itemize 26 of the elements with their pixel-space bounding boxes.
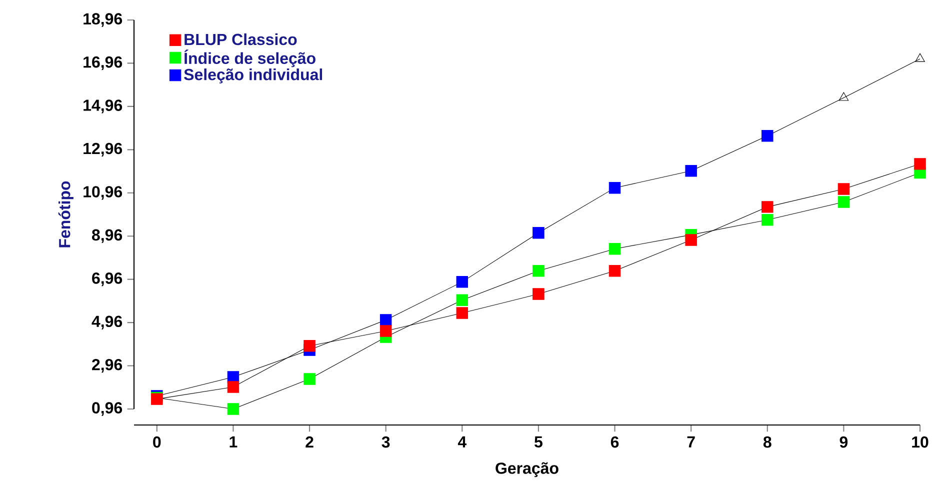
y-tick-label: 18,96 xyxy=(84,13,122,27)
y-tick-label: 12,96 xyxy=(84,142,122,156)
x-tick-label: 3 xyxy=(382,436,390,448)
x-axis-title: Geração xyxy=(496,462,558,478)
x-tick-label: 2 xyxy=(306,436,314,448)
x-tick-label: 8 xyxy=(763,436,772,448)
y-tick-label: 8,96 xyxy=(92,229,122,243)
y-tick-label: 16,96 xyxy=(84,56,122,70)
y-tick-label: 14,96 xyxy=(84,100,122,114)
x-tick-label: 0 xyxy=(153,436,161,448)
x-tick-label: 7 xyxy=(687,436,695,448)
legend-label: Seleção individual xyxy=(184,68,322,84)
x-tick-label: 5 xyxy=(534,436,542,448)
y-tick-label: 2,96 xyxy=(92,358,122,373)
x-tick-label: 4 xyxy=(458,436,466,448)
x-tick-label: 9 xyxy=(840,436,848,448)
x-tick-label: 10 xyxy=(912,436,928,448)
y-tick-label: 0,96 xyxy=(92,402,122,416)
x-tick-label: 1 xyxy=(230,436,238,448)
x-tick-label: 6 xyxy=(610,436,619,448)
y-tick-label: 6,96 xyxy=(92,272,122,286)
y-tick-label: 4,96 xyxy=(92,316,122,330)
y-tick-label: 10,96 xyxy=(84,186,122,200)
y-axis-title: Fenótipo xyxy=(58,181,74,248)
legend-label: BLUP Classico xyxy=(184,33,297,46)
legend-label: Índice de seleção xyxy=(184,50,316,68)
